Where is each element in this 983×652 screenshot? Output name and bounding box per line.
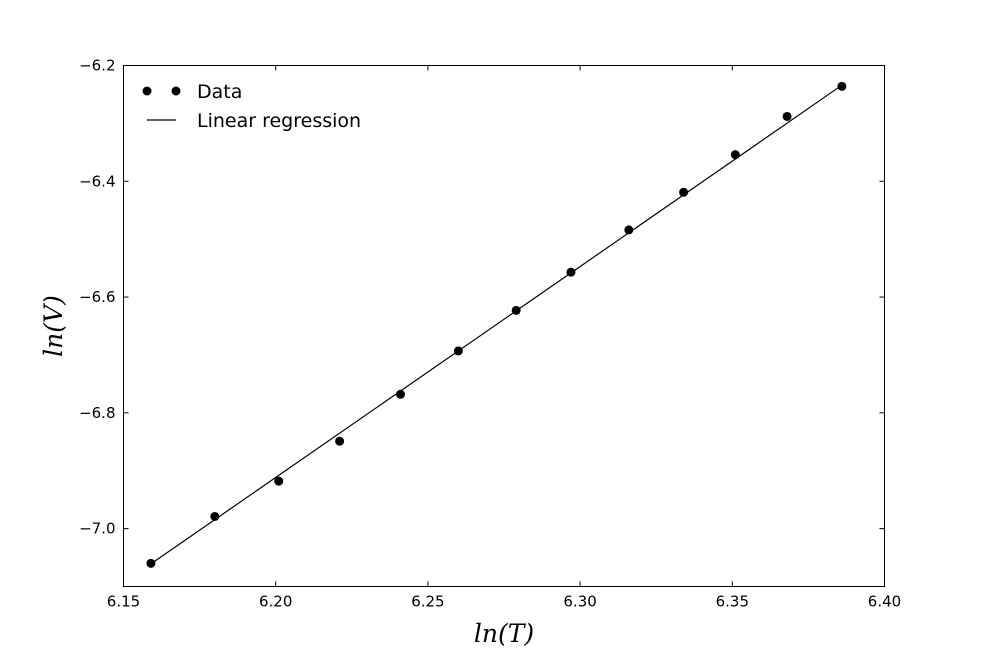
x-tick-label: 6.40 (868, 593, 901, 611)
y-axis-label: ln(V) (39, 295, 68, 357)
data-point (511, 305, 521, 315)
legend: Data Linear regression (142, 81, 361, 132)
plot-frame (123, 65, 885, 587)
axis-ticks: 6.15 6.20 6.25 6.30 6.35 6.40 −7.0 −6.8 −6.6 −6.4… (79, 57, 901, 611)
y-tick-label: −6.8 (79, 404, 115, 422)
x-tick-label: 6.20 (259, 593, 292, 611)
legend-marker-data (142, 86, 152, 96)
x-tick-label: 6.15 (107, 593, 140, 611)
x-tick-label: 6.35 (716, 593, 749, 611)
data-point (146, 558, 156, 568)
y-tick-label: −7.0 (79, 520, 115, 538)
data-point (624, 225, 634, 235)
x-tick-label: 6.30 (563, 593, 596, 611)
legend-label-regression: Linear regression (197, 110, 361, 132)
data-point (566, 267, 576, 277)
data-point (453, 346, 463, 356)
data-point (679, 187, 689, 197)
data-point (396, 389, 406, 399)
y-tick-label: −6.4 (79, 172, 115, 190)
regression-line (150, 84, 843, 565)
data-point (837, 81, 847, 91)
y-tick-label: −6.2 (79, 57, 115, 75)
plot-area (146, 81, 847, 568)
data-point (782, 111, 792, 121)
x-axis-label: ln(T) (474, 619, 534, 648)
y-tick-label: −6.6 (79, 288, 115, 306)
data-point (335, 436, 345, 446)
x-tick-label: 6.25 (411, 593, 444, 611)
legend-marker-data (171, 86, 181, 96)
data-point (274, 476, 284, 486)
legend-label-data: Data (197, 81, 242, 103)
data-point (210, 511, 220, 521)
data-point (730, 150, 740, 160)
